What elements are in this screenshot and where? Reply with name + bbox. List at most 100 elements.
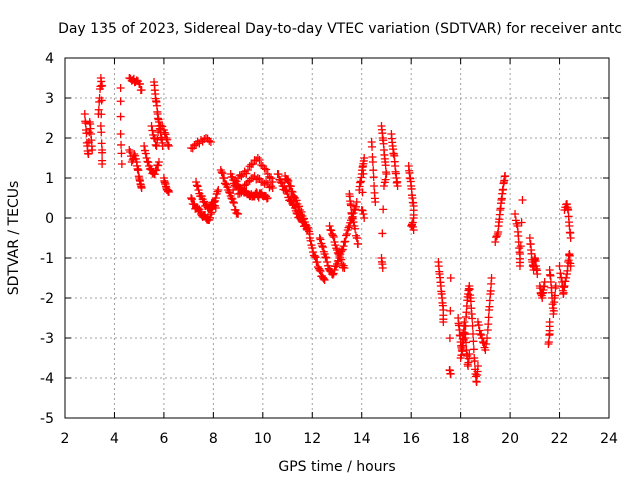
data-point xyxy=(160,178,169,187)
y-tick-label: 4 xyxy=(45,51,54,67)
data-point xyxy=(545,331,554,340)
data-point xyxy=(163,135,172,144)
data-point xyxy=(382,168,391,177)
data-point xyxy=(457,351,466,360)
data-point xyxy=(409,198,418,207)
data-point xyxy=(237,172,246,181)
data-point xyxy=(379,139,388,148)
data-point xyxy=(341,237,350,246)
data-point xyxy=(193,182,202,191)
data-point xyxy=(196,207,205,216)
data-point xyxy=(368,152,377,161)
data-point xyxy=(163,185,172,194)
data-point xyxy=(306,236,315,245)
data-point xyxy=(556,269,565,278)
data-point xyxy=(318,273,327,282)
data-point xyxy=(391,169,400,178)
data-point xyxy=(117,160,126,168)
data-point xyxy=(260,179,269,188)
data-point xyxy=(517,218,526,227)
data-point xyxy=(469,330,477,338)
data-point xyxy=(267,182,276,191)
data-point xyxy=(265,172,274,181)
data-point xyxy=(265,183,274,192)
data-point xyxy=(97,81,106,90)
data-point xyxy=(408,222,417,231)
data-point xyxy=(458,347,467,356)
x-tick-label: 4 xyxy=(110,431,119,447)
data-point xyxy=(137,182,146,191)
data-point xyxy=(213,187,222,196)
data-point xyxy=(484,320,493,329)
data-point xyxy=(435,267,444,276)
data-point xyxy=(562,273,571,282)
data-point xyxy=(518,196,527,204)
data-point xyxy=(483,334,492,343)
data-point xyxy=(468,321,477,330)
y-tick-label: -5 xyxy=(40,411,54,427)
data-point xyxy=(126,147,135,156)
data-point xyxy=(281,186,290,195)
data-point xyxy=(97,110,106,119)
data-point xyxy=(292,196,301,205)
data-point xyxy=(370,182,379,190)
data-point xyxy=(136,79,145,88)
x-tick-label: 16 xyxy=(402,431,420,447)
data-point xyxy=(87,142,96,151)
data-point xyxy=(312,258,321,267)
data-point xyxy=(134,172,143,181)
data-point xyxy=(351,224,360,233)
plot-frame xyxy=(64,57,610,419)
data-point xyxy=(342,231,351,240)
data-point xyxy=(150,86,159,95)
data-point xyxy=(207,208,216,217)
data-point xyxy=(539,288,548,297)
data-point xyxy=(461,322,470,330)
data-point xyxy=(321,253,330,262)
data-points xyxy=(80,74,575,386)
data-point xyxy=(358,163,367,172)
data-point xyxy=(192,181,201,190)
data-point xyxy=(228,194,237,203)
data-point xyxy=(158,122,167,131)
data-point xyxy=(463,360,472,369)
data-point xyxy=(549,306,558,315)
x-tick-label: 20 xyxy=(501,431,519,447)
data-point xyxy=(379,205,388,214)
data-point xyxy=(233,209,242,218)
data-point xyxy=(551,291,560,300)
data-point xyxy=(446,306,455,315)
data-point xyxy=(347,208,356,217)
data-point xyxy=(319,247,328,256)
data-point xyxy=(147,122,156,130)
data-point xyxy=(380,178,389,187)
data-point xyxy=(566,228,575,237)
data-point xyxy=(357,173,366,182)
data-point xyxy=(317,239,326,248)
data-point xyxy=(143,157,152,166)
data-point xyxy=(530,255,539,264)
data-point xyxy=(340,238,349,246)
data-point xyxy=(346,197,355,206)
data-point xyxy=(304,227,313,236)
data-point xyxy=(531,257,540,266)
data-point xyxy=(164,142,173,150)
data-point xyxy=(406,177,415,186)
x-tick-label: 22 xyxy=(551,431,569,447)
data-point xyxy=(217,168,226,177)
data-point xyxy=(235,189,244,198)
data-point xyxy=(482,340,491,349)
data-point xyxy=(116,97,125,106)
x-tick-label: 6 xyxy=(159,431,168,447)
data-point xyxy=(158,138,167,147)
data-point xyxy=(262,178,271,187)
data-point xyxy=(287,187,296,196)
data-point xyxy=(152,142,161,150)
data-point xyxy=(116,84,125,92)
data-point xyxy=(194,186,203,194)
data-point xyxy=(563,205,572,214)
data-point xyxy=(98,156,107,165)
y-axis-label: SDTVAR / TECUs xyxy=(6,181,22,296)
data-point xyxy=(225,187,234,196)
data-point xyxy=(81,119,90,128)
